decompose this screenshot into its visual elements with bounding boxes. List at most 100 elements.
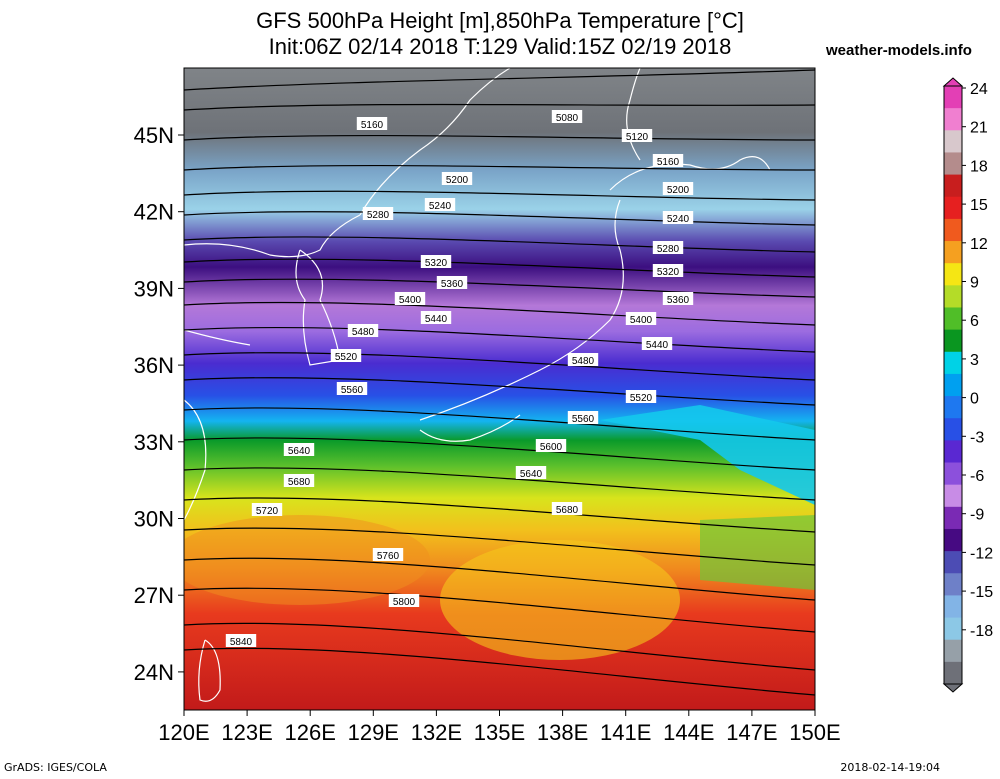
colorbar-segment: [944, 551, 962, 574]
contour-label: 5720: [256, 506, 279, 517]
colorbar-segment: [944, 241, 962, 264]
height-contour: [184, 377, 815, 406]
height-contour: [184, 622, 815, 671]
warm-sea-region: [700, 515, 815, 590]
contour-label: 5320: [657, 267, 680, 278]
contour-label-bg: [551, 110, 583, 123]
colorbar-label: -15: [970, 584, 993, 601]
contour-label-bg: [283, 474, 315, 487]
contour-label-bg: [567, 353, 599, 366]
colorbar-segment: [944, 506, 962, 530]
coastline-korea: [295, 249, 341, 366]
contour-label: 5160: [657, 157, 680, 168]
contour-label: 5360: [441, 279, 464, 290]
colorbar-label: 24: [970, 81, 988, 98]
contour-label-bg: [551, 502, 583, 515]
contour-label: 5840: [230, 637, 253, 648]
coastline-china: [184, 214, 361, 521]
contour-label-bg: [652, 264, 684, 277]
contour-label: 5200: [446, 175, 469, 186]
contour-label: 5560: [572, 414, 595, 425]
lon-label: 129E: [348, 720, 399, 745]
height-contour: [184, 437, 815, 471]
height-contour: [184, 587, 815, 633]
colorbar-segment: [944, 285, 962, 308]
height-contour: [184, 190, 815, 201]
contour-label: 5520: [630, 393, 653, 404]
lon-label: 147E: [726, 720, 777, 745]
colorbar-segment: [944, 573, 962, 596]
colorbar-label: -3: [970, 429, 984, 446]
height-contour: [184, 258, 815, 278]
contour-label-bg: [225, 634, 257, 647]
colorbar-label: 6: [970, 313, 979, 330]
contour-label-bg: [336, 382, 368, 395]
contour-label-bg: [420, 255, 452, 268]
height-contour: [184, 326, 815, 353]
contour-label: 5440: [425, 314, 448, 325]
contour-label: 5680: [288, 477, 311, 488]
contour-label: 5480: [572, 356, 595, 367]
colorbar-label: 3: [970, 352, 979, 369]
contour-label: 5160: [361, 120, 384, 131]
contour-label-bg: [641, 337, 673, 350]
contour-label: 5080: [556, 113, 579, 124]
height-contour: [184, 352, 815, 381]
contour-label-bg: [441, 172, 473, 185]
contour-label-bg: [420, 311, 452, 324]
colorbar-segment: [944, 617, 962, 641]
triangle-up-icon: [942, 77, 964, 87]
colorbar-segment: [944, 595, 962, 619]
height-contour: [184, 236, 815, 253]
height-contour: [184, 134, 815, 141]
contour-label: 5400: [630, 315, 653, 326]
colorbar-segment: [944, 373, 962, 397]
contour-label: 5280: [367, 210, 390, 221]
height-contour: [184, 407, 815, 441]
lon-label: 150E: [789, 720, 840, 745]
height-contour: [184, 467, 815, 501]
contour-label: 5560: [341, 385, 364, 396]
contour-label-bg: [652, 154, 684, 167]
contour-label: 5200: [667, 185, 690, 196]
height-contour: [184, 301, 815, 326]
colorbar-segment: [944, 130, 962, 153]
contour-label: 5480: [352, 327, 375, 338]
colorbar-segment: [944, 440, 962, 464]
lat-label: 27N: [134, 583, 174, 608]
map-title-line2: Init:06Z 02/14 2018 T:129 Valid:15Z 02/1…: [268, 34, 732, 59]
colorbar-segment: [944, 263, 962, 286]
coastline-taiwan: [198, 639, 221, 702]
height-contour: [184, 278, 815, 298]
contour-label: 5520: [335, 352, 358, 363]
lon-label: 126E: [285, 720, 336, 745]
height-contour: [184, 69, 815, 91]
colorbar-segment: [944, 484, 962, 508]
contour-label-bg: [251, 503, 283, 516]
colorbar-segment: [944, 108, 962, 131]
contour-label: 5440: [646, 340, 669, 351]
height-contour: [184, 557, 815, 601]
colorbar-segment: [944, 351, 962, 375]
colorbar-segment: [944, 329, 962, 353]
colorbar-label: -6: [970, 468, 984, 485]
lat-label: 45N: [134, 123, 174, 148]
height-contour: [184, 647, 815, 696]
colorbar: 24 21 18 15 12 9 6 3 0 -3 -6 -9 -12 -15 -18: [942, 77, 993, 693]
contour-label-bg: [388, 594, 420, 607]
footer-timestamp: 2018-02-14-19:04: [840, 761, 940, 774]
colorbar-label: 15: [970, 197, 988, 214]
lat-label: 42N: [134, 200, 174, 225]
colorbar-segment: [944, 218, 962, 242]
cold-tongue-region: [600, 405, 815, 505]
colorbar-label: -9: [970, 507, 984, 524]
lon-label: 120E: [158, 720, 209, 745]
colorbar-segment: [944, 418, 962, 441]
footer-credit: GrADS: IGES/COLA: [4, 761, 107, 774]
colorbar-label: 9: [970, 275, 979, 292]
colorbar-label: -12: [970, 545, 993, 562]
warm-region: [184, 515, 430, 605]
contour-label-bg: [621, 129, 653, 142]
contour-label-bg: [436, 276, 468, 289]
